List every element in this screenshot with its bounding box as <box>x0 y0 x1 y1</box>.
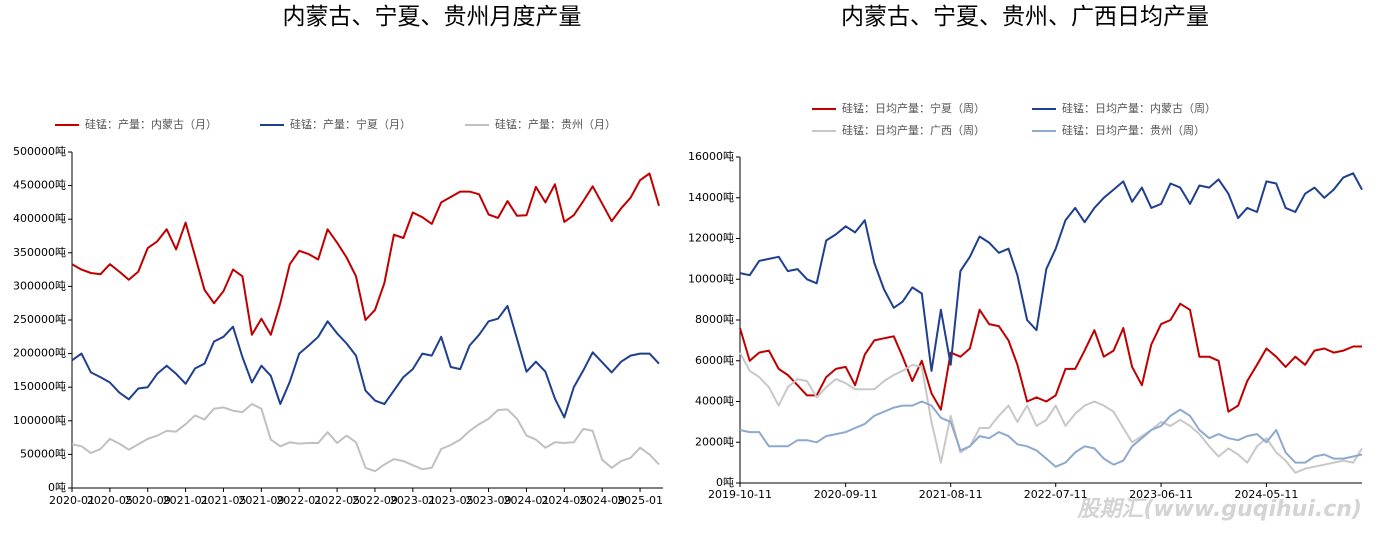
y-tick-label: 300000吨 <box>13 279 66 292</box>
x-tick-label: 2024-05-11 <box>1234 488 1298 501</box>
x-tick-label: 2020-01 <box>49 494 95 507</box>
x-tick-label: 2022-01 <box>276 494 322 507</box>
y-tick-label: 100000吨 <box>13 414 66 427</box>
legend-label: 硅锰：日均产量：内蒙古（周） <box>1062 101 1216 115</box>
legend-label: 硅锰：日均产量：贵州（周） <box>1062 123 1205 137</box>
x-tick-label: 2024-05 <box>541 494 587 507</box>
legend-label: 硅锰：日均产量：宁夏（周） <box>842 101 985 115</box>
x-tick-label: 2024-01 <box>503 494 549 507</box>
y-tick-label: 12000吨 <box>688 232 734 245</box>
x-tick-label: 2022-07-11 <box>1024 488 1088 501</box>
legend-label: 硅锰：产量：宁夏（月） <box>290 117 411 131</box>
series-line <box>739 400 1363 468</box>
series-line <box>71 403 660 473</box>
y-tick-label: 0吨 <box>48 481 66 494</box>
watermark: 股期汇(www.guqihui.cn) <box>1076 497 1362 522</box>
x-tick-label: 2020-09 <box>125 494 171 507</box>
y-tick-label: 250000吨 <box>13 313 66 326</box>
x-tick-label: 2023-09 <box>466 494 512 507</box>
y-tick-label: 4000吨 <box>695 395 734 408</box>
series-line <box>71 304 660 419</box>
y-tick-label: 8000吨 <box>695 313 734 326</box>
y-tick-label: 500000吨 <box>13 145 66 158</box>
series-line <box>739 352 1363 474</box>
y-tick-label: 14000吨 <box>688 191 734 204</box>
chart-title: 内蒙古、宁夏、贵州月度产量 <box>283 4 582 30</box>
y-tick-label: 450000吨 <box>13 179 66 192</box>
x-tick-label: 2021-08-11 <box>919 488 983 501</box>
legend-label: 硅锰：产量：贵州（月） <box>495 117 616 131</box>
x-tick-label: 2023-06-11 <box>1129 488 1193 501</box>
series-line <box>739 172 1363 372</box>
x-tick-label: 2023-01 <box>390 494 436 507</box>
x-tick-label: 2022-09 <box>352 494 398 507</box>
y-tick-label: 0吨 <box>716 476 734 489</box>
x-tick-label: 2019-10-11 <box>708 488 772 501</box>
x-tick-label: 2021-09 <box>238 494 284 507</box>
x-tick-label: 2024-09 <box>579 494 625 507</box>
y-tick-label: 200000吨 <box>13 347 66 360</box>
y-tick-label: 400000吨 <box>13 212 66 225</box>
series-line <box>71 172 660 336</box>
x-tick-label: 2020-09-11 <box>814 488 878 501</box>
x-tick-label: 2023-05 <box>428 494 474 507</box>
x-tick-label: 2020-05 <box>87 494 133 507</box>
x-tick-label: 2022-05 <box>314 494 360 507</box>
y-tick-label: 350000吨 <box>13 246 66 259</box>
x-tick-label: 2021-01 <box>163 494 209 507</box>
y-tick-label: 2000吨 <box>695 435 734 448</box>
chart-title: 内蒙古、宁夏、贵州、广西日均产量 <box>841 4 1209 30</box>
y-tick-label: 50000吨 <box>20 447 66 460</box>
series-line <box>739 302 1362 413</box>
y-tick-label: 16000吨 <box>688 150 734 163</box>
y-tick-label: 6000吨 <box>695 354 734 367</box>
legend-label: 硅锰：产量：内蒙古（月） <box>85 117 217 131</box>
y-tick-label: 10000吨 <box>688 272 734 285</box>
y-tick-label: 150000吨 <box>13 380 66 393</box>
legend-label: 硅锰：日均产量：广西（周） <box>842 123 985 137</box>
x-tick-label: 2025-01 <box>617 494 663 507</box>
x-tick-label: 2021-05 <box>200 494 246 507</box>
